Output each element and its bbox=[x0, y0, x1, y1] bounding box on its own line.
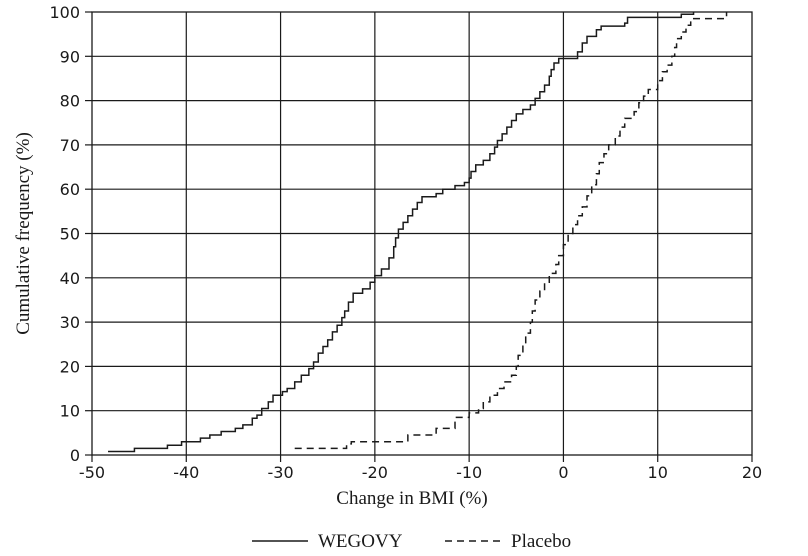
y-axis-title: Cumulative frequency (%) bbox=[13, 132, 34, 335]
legend: WEGOVY Placebo bbox=[252, 531, 571, 552]
y-tick-label: 30 bbox=[60, 313, 80, 332]
x-tick-label: -10 bbox=[456, 463, 482, 482]
tick-marks bbox=[85, 11, 753, 462]
x-tick-label: 10 bbox=[648, 463, 668, 482]
y-tick-label: 40 bbox=[60, 269, 80, 288]
x-tick-label: 0 bbox=[558, 463, 568, 482]
y-tick-label: 50 bbox=[60, 225, 80, 244]
series-line-wegovy bbox=[108, 12, 695, 453]
x-tick-label: 20 bbox=[742, 463, 762, 482]
y-tick-label: 20 bbox=[60, 357, 80, 376]
x-tick-label: -30 bbox=[268, 463, 294, 482]
legend-label-wegovy: WEGOVY bbox=[318, 531, 403, 552]
y-tick-label: 70 bbox=[60, 136, 80, 155]
y-tick-label: 60 bbox=[60, 180, 80, 199]
x-tick-label: -20 bbox=[362, 463, 388, 482]
y-tick-label: 100 bbox=[49, 3, 80, 22]
x-tick-label: -50 bbox=[79, 463, 105, 482]
series-line-placebo bbox=[294, 12, 728, 450]
y-tick-labels: 0 10 20 30 40 50 60 70 80 90 100 bbox=[49, 3, 80, 465]
y-tick-label: 0 bbox=[70, 446, 80, 465]
x-tick-labels: -50 -40 -30 -20 -10 0 10 20 bbox=[79, 463, 762, 482]
y-tick-label: 80 bbox=[60, 92, 80, 111]
legend-label-placebo: Placebo bbox=[511, 531, 571, 552]
x-tick-label: -40 bbox=[173, 463, 199, 482]
y-tick-label: 10 bbox=[60, 402, 80, 421]
y-tick-label: 90 bbox=[60, 47, 80, 66]
grid bbox=[92, 12, 752, 455]
x-axis-title: Change in BMI (%) bbox=[336, 488, 487, 509]
series-lines bbox=[108, 12, 728, 453]
